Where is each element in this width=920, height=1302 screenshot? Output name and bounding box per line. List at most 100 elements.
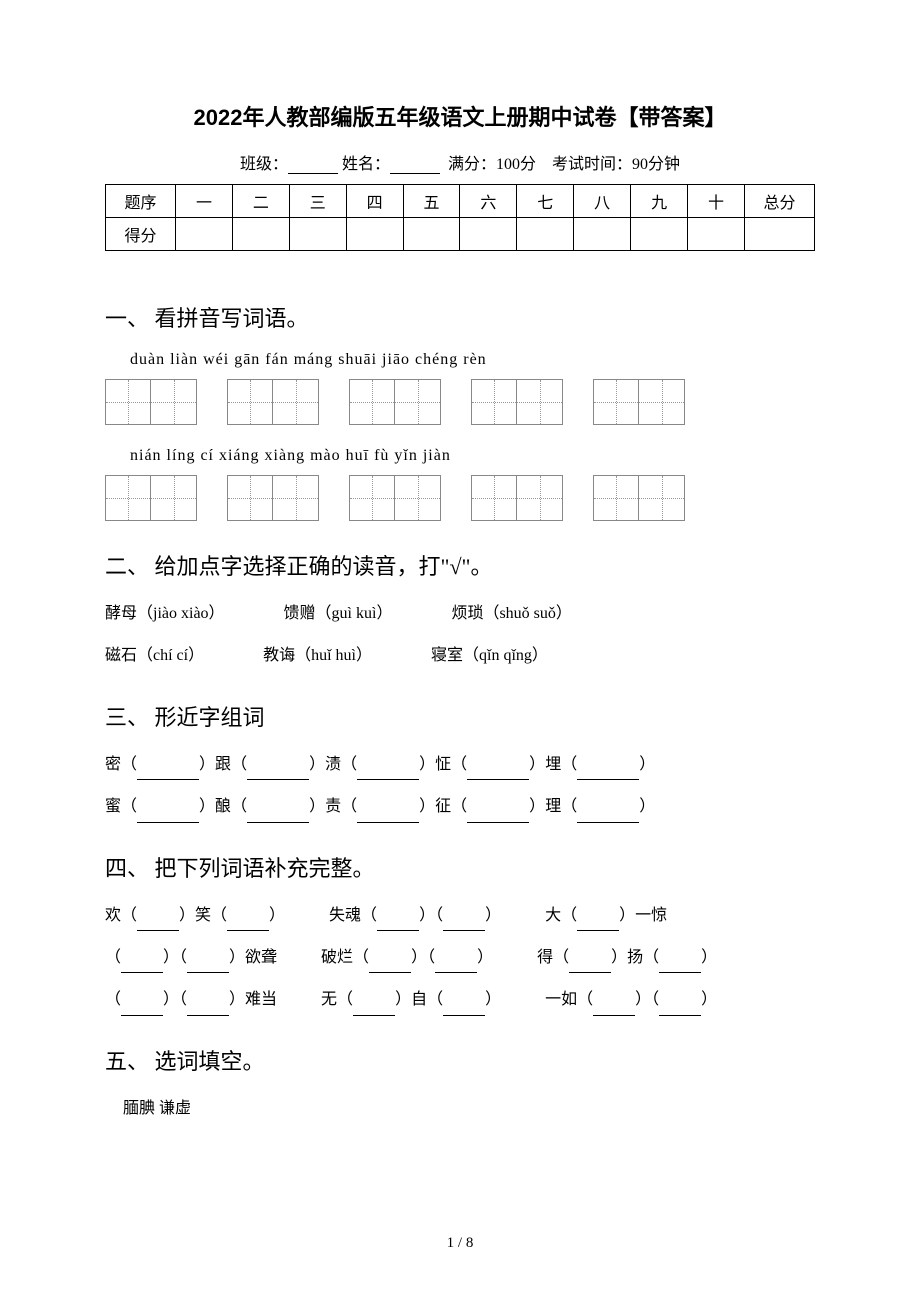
q2-item: 烦琐（shuǒ suǒ） xyxy=(451,605,571,622)
writing-box-pair[interactable] xyxy=(105,379,197,425)
score-cell[interactable] xyxy=(346,218,403,251)
idiom-part: ） xyxy=(701,991,717,1008)
fill-blank[interactable] xyxy=(187,1000,229,1016)
idiom-part: ）难当 xyxy=(229,991,277,1008)
idiom-part: 大（ xyxy=(545,907,577,924)
class-label: 班级： xyxy=(240,156,288,173)
section-2-line-2: 磁石（chí cí） 教诲（huǐ huì） 寝室（qǐn qǐng） xyxy=(105,641,815,671)
writing-boxes-row-1 xyxy=(105,379,815,425)
name-label: 姓名： xyxy=(342,156,390,173)
char: 跟 xyxy=(215,756,231,773)
idiom-part: （ xyxy=(105,991,121,1008)
fill-blank[interactable] xyxy=(467,807,529,823)
header-cell: 九 xyxy=(631,185,688,218)
fill-blank[interactable] xyxy=(577,915,619,931)
fill-blank[interactable] xyxy=(659,1000,701,1016)
table-row: 得分 xyxy=(106,218,815,251)
score-cell[interactable] xyxy=(232,218,289,251)
score-cell[interactable] xyxy=(574,218,631,251)
document-title: 2022年人教部编版五年级语文上册期中试卷【带答案】 xyxy=(105,100,815,132)
header-cell: 五 xyxy=(403,185,460,218)
score-cell[interactable] xyxy=(176,218,233,251)
fill-blank[interactable] xyxy=(137,807,199,823)
section-2-line-1: 酵母（jiào xiào） 馈赠（guì kuì） 烦琐（shuǒ suǒ） xyxy=(105,599,815,629)
score-cell[interactable] xyxy=(745,218,815,251)
writing-box-pair[interactable] xyxy=(227,475,319,521)
idiom-part: ）（ xyxy=(635,991,659,1008)
pinyin-row-2: nián líng cí xiáng xiàng mào huī fù yǐn … xyxy=(130,447,815,465)
fill-blank[interactable] xyxy=(443,1000,485,1016)
char: 征 xyxy=(435,798,451,815)
q2-item: 教诲（huǐ huì） xyxy=(263,647,372,664)
fill-blank[interactable] xyxy=(577,807,639,823)
char: 埋 xyxy=(545,756,561,773)
idiom-part: 失魂（ xyxy=(329,907,377,924)
idiom-part: ）（ xyxy=(163,949,187,966)
fill-blank[interactable] xyxy=(659,957,701,973)
header-cell: 二 xyxy=(232,185,289,218)
idiom-part: ）欲聋 xyxy=(229,949,277,966)
idiom-part: ）自（ xyxy=(395,991,443,1008)
fill-blank[interactable] xyxy=(357,807,419,823)
fill-blank[interactable] xyxy=(569,957,611,973)
writing-box-pair[interactable] xyxy=(471,379,563,425)
idiom-part: ）一惊 xyxy=(619,907,667,924)
class-blank[interactable] xyxy=(288,173,338,174)
score-cell[interactable] xyxy=(688,218,745,251)
section-4-line-2: （）（）欲聋 破烂（）（） 得（）扬（） xyxy=(105,943,815,973)
section-3-row-2: 蜜（）酿（）责（）征（）理（） xyxy=(105,792,815,822)
fill-blank[interactable] xyxy=(121,957,163,973)
fill-blank[interactable] xyxy=(137,764,199,780)
score-cell[interactable] xyxy=(517,218,574,251)
score-cell[interactable] xyxy=(403,218,460,251)
q2-item: 寝室（qǐn qǐng） xyxy=(431,647,548,664)
fill-blank[interactable] xyxy=(353,1000,395,1016)
section-2-heading: 二、 给加点字选择正确的读音，打"√"。 xyxy=(105,549,815,581)
writing-box-pair[interactable] xyxy=(593,475,685,521)
fill-blank[interactable] xyxy=(187,957,229,973)
fill-blank[interactable] xyxy=(137,915,179,931)
fill-blank[interactable] xyxy=(435,957,477,973)
idiom-part: 破烂（ xyxy=(321,949,369,966)
idiom-part: 欢（ xyxy=(105,907,137,924)
header-cell: 一 xyxy=(176,185,233,218)
fill-blank[interactable] xyxy=(593,1000,635,1016)
score-cell[interactable] xyxy=(460,218,517,251)
name-blank[interactable] xyxy=(390,173,440,174)
fill-blank[interactable] xyxy=(377,915,419,931)
idiom-part: ） xyxy=(485,991,501,1008)
fill-blank[interactable] xyxy=(247,764,309,780)
char: 理 xyxy=(545,798,561,815)
exam-header-info: 班级： 姓名： 满分：100分 考试时间：90分钟 xyxy=(105,150,815,174)
idiom-part: 无（ xyxy=(321,991,353,1008)
fill-blank[interactable] xyxy=(443,915,485,931)
writing-box-pair[interactable] xyxy=(105,475,197,521)
fill-blank[interactable] xyxy=(467,764,529,780)
idiom-part: 一如（ xyxy=(545,991,593,1008)
section-4-line-3: （ ）（ ）难当 无（ ）自（ ） 一如（ ）（ ） xyxy=(105,985,815,1015)
fill-blank[interactable] xyxy=(577,764,639,780)
idiom-part: ）（ xyxy=(163,991,187,1008)
header-cell: 八 xyxy=(574,185,631,218)
header-cell: 十 xyxy=(688,185,745,218)
writing-box-pair[interactable] xyxy=(593,379,685,425)
fill-blank[interactable] xyxy=(247,807,309,823)
header-cell: 四 xyxy=(346,185,403,218)
writing-box-pair[interactable] xyxy=(471,475,563,521)
fill-blank[interactable] xyxy=(227,915,269,931)
fill-blank[interactable] xyxy=(369,957,411,973)
header-cell: 题序 xyxy=(106,185,176,218)
score-cell[interactable] xyxy=(289,218,346,251)
section-3-row-1: 密（）跟（）渍（）怔（）埋（） xyxy=(105,750,815,780)
score-cell[interactable] xyxy=(631,218,688,251)
fill-blank[interactable] xyxy=(121,1000,163,1016)
writing-box-pair[interactable] xyxy=(349,379,441,425)
idiom-part: ）扬（ xyxy=(611,949,659,966)
char: 酿 xyxy=(215,798,231,815)
section-1-heading: 一、 看拼音写词语。 xyxy=(105,301,815,333)
fill-blank[interactable] xyxy=(357,764,419,780)
writing-box-pair[interactable] xyxy=(227,379,319,425)
score-label-cell: 得分 xyxy=(106,218,176,251)
section-4-heading: 四、 把下列词语补充完整。 xyxy=(105,851,815,883)
writing-box-pair[interactable] xyxy=(349,475,441,521)
